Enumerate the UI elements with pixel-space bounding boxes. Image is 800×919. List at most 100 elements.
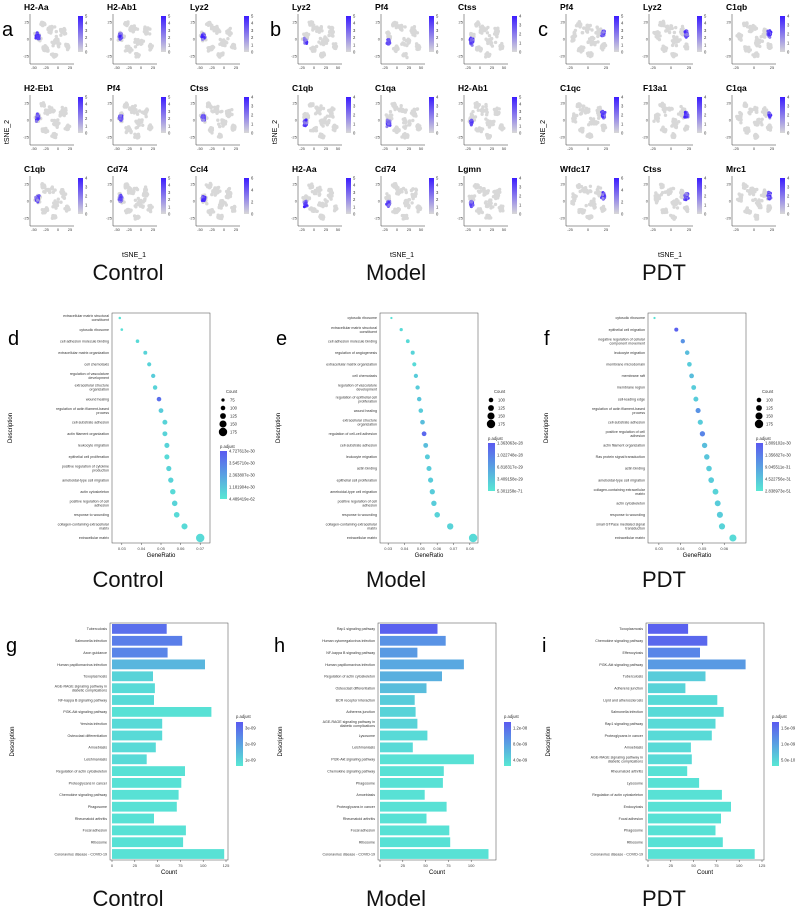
cell-point (62, 27, 65, 30)
cell-point (133, 41, 136, 44)
colorbar-label: 3 (787, 104, 790, 109)
cell-point (211, 190, 214, 193)
group-label-model: Model (366, 260, 426, 285)
cell-point (415, 108, 418, 111)
x-tick-label: 0 (140, 227, 143, 232)
cell-point (221, 204, 224, 207)
cell-point (585, 189, 588, 192)
cell-point (476, 104, 479, 107)
cell-point (63, 31, 66, 34)
cell-point (399, 28, 402, 31)
cell-point (145, 115, 148, 118)
cell-point (590, 200, 593, 203)
cell-point (500, 206, 503, 209)
cell-point (411, 187, 414, 190)
cell-point (675, 40, 678, 43)
cell-point (597, 28, 600, 31)
cell-point (763, 106, 766, 109)
cell-point (572, 202, 575, 205)
colorbar-label: 2 (787, 113, 790, 118)
cell-point (218, 125, 221, 128)
y-tick-label: -25 (374, 134, 381, 139)
y-tick-label: 25 (459, 19, 464, 24)
colorbar-label: 4 (168, 21, 171, 26)
cell-point (739, 121, 742, 124)
group-label-control: Control (93, 260, 164, 285)
cell-point (664, 128, 667, 131)
cell-point (405, 191, 408, 194)
cell-point (477, 129, 480, 132)
cell-point (335, 126, 338, 129)
x-tick-label: -25 (299, 227, 306, 232)
cell-point (51, 187, 54, 190)
y-tick-label: -20 (559, 53, 566, 58)
cell-point (130, 25, 133, 28)
cell-point (319, 122, 322, 125)
cell-point (54, 202, 57, 205)
cell-point (404, 134, 407, 137)
colorbar-label: 5 (168, 95, 171, 100)
x-tick-label: 25 (604, 227, 609, 232)
cell-point (412, 28, 415, 31)
cell-point (404, 54, 407, 57)
colorbar-label: 3 (519, 185, 522, 190)
cell-point (488, 198, 491, 201)
gene-title: Lyz2 (292, 2, 311, 12)
colorbar-label: 1 (85, 123, 88, 128)
cell-point (134, 204, 137, 207)
y-tick-label: 25 (108, 100, 113, 105)
colorbar-label: 2 (621, 113, 624, 118)
expressing-cell-point (35, 120, 38, 123)
cell-point (391, 183, 394, 186)
colorbar-label: 2 (251, 200, 254, 205)
x-tick-label: 25 (687, 65, 692, 70)
colorbar-label: 4 (251, 95, 254, 100)
x-tick-label: 0 (753, 146, 756, 151)
cell-point (495, 35, 498, 38)
x-tick-label: -50 (114, 227, 121, 232)
cell-point (225, 190, 228, 193)
cell-point (135, 126, 138, 129)
x-tick-label: 25 (407, 65, 412, 70)
cell-point (493, 108, 496, 111)
colorbar-label: 5 (436, 14, 439, 19)
cell-point (399, 24, 402, 27)
y-tick-label: 25 (376, 100, 381, 105)
cell-point (213, 106, 216, 109)
colorbar-label: 0 (519, 131, 522, 136)
cell-point (668, 107, 671, 110)
colorbar-label: 1 (436, 204, 439, 209)
cell-point (327, 109, 330, 112)
cell-point (392, 47, 395, 50)
colorbar-label: 0 (168, 131, 171, 136)
x-tick-label: 0 (753, 65, 756, 70)
cell-point (674, 26, 677, 29)
expressing-cell-point (601, 193, 604, 196)
cell-point (581, 130, 584, 133)
y-tick-label: 20 (644, 19, 649, 24)
expressing-cell-point (602, 31, 605, 34)
cell-point (412, 197, 415, 200)
cell-point (680, 114, 683, 117)
y-tick-label: -25 (23, 134, 30, 139)
expressing-cell-point (470, 119, 473, 122)
cell-point (232, 208, 235, 211)
cell-point (55, 30, 58, 33)
cell-point (385, 31, 388, 34)
cell-point (570, 35, 573, 38)
expressing-cell-point (202, 115, 205, 118)
cell-point (671, 27, 674, 30)
colorbar-label: 3 (787, 23, 790, 28)
cell-point (389, 110, 392, 113)
x-tick-label: -25 (382, 65, 389, 70)
cell-point (602, 46, 605, 49)
expression-colorbar (161, 97, 166, 133)
y-tick-label: -20 (725, 134, 732, 139)
cell-point (482, 193, 485, 196)
x-tick-label: -50 (114, 65, 121, 70)
cell-point (224, 120, 227, 123)
expressing-cell-point (303, 121, 306, 124)
